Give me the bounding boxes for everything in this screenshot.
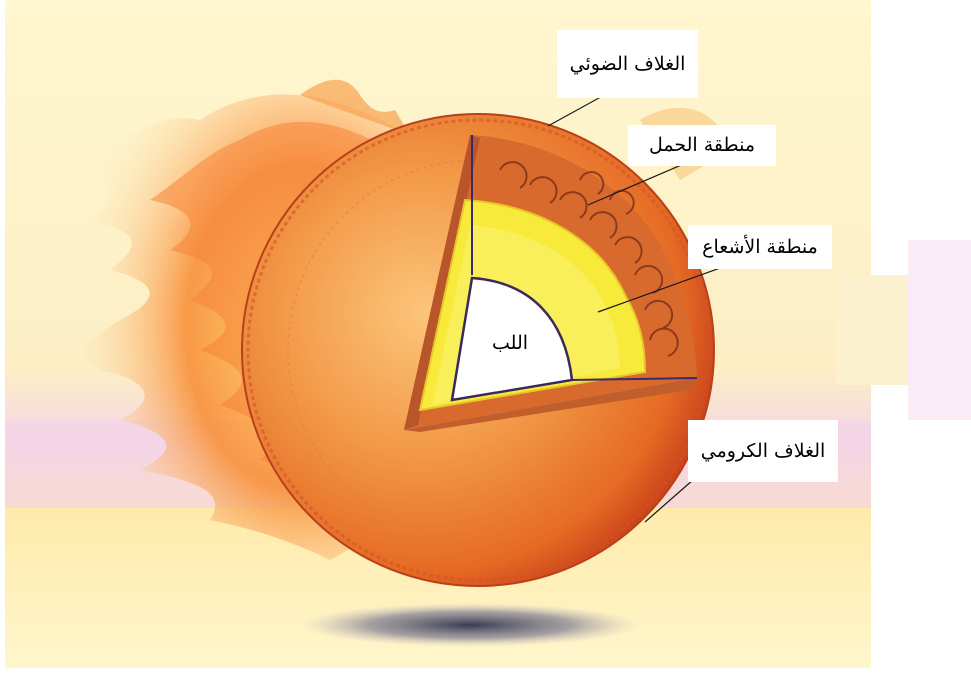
cutaway-bottom-wall [404,378,697,432]
label-photosphere: الغلاف الضوئي [557,30,698,98]
label-chromosphere: الغلاف الكرومي [688,420,838,482]
label-core: اللب [492,332,529,354]
cutaway-left-wall [404,135,480,430]
side-panel-far-right [908,240,971,420]
convection-cells [499,161,679,357]
label-convection-zone: منطقة الحمل [628,125,776,166]
core [450,276,574,402]
side-panel-right [836,275,908,385]
cut-edge-horizontal [571,377,698,381]
label-radiation-zone: منطقة الأشعاع [688,225,832,269]
sun-shadow [300,603,640,647]
photosphere-ring [246,118,710,582]
